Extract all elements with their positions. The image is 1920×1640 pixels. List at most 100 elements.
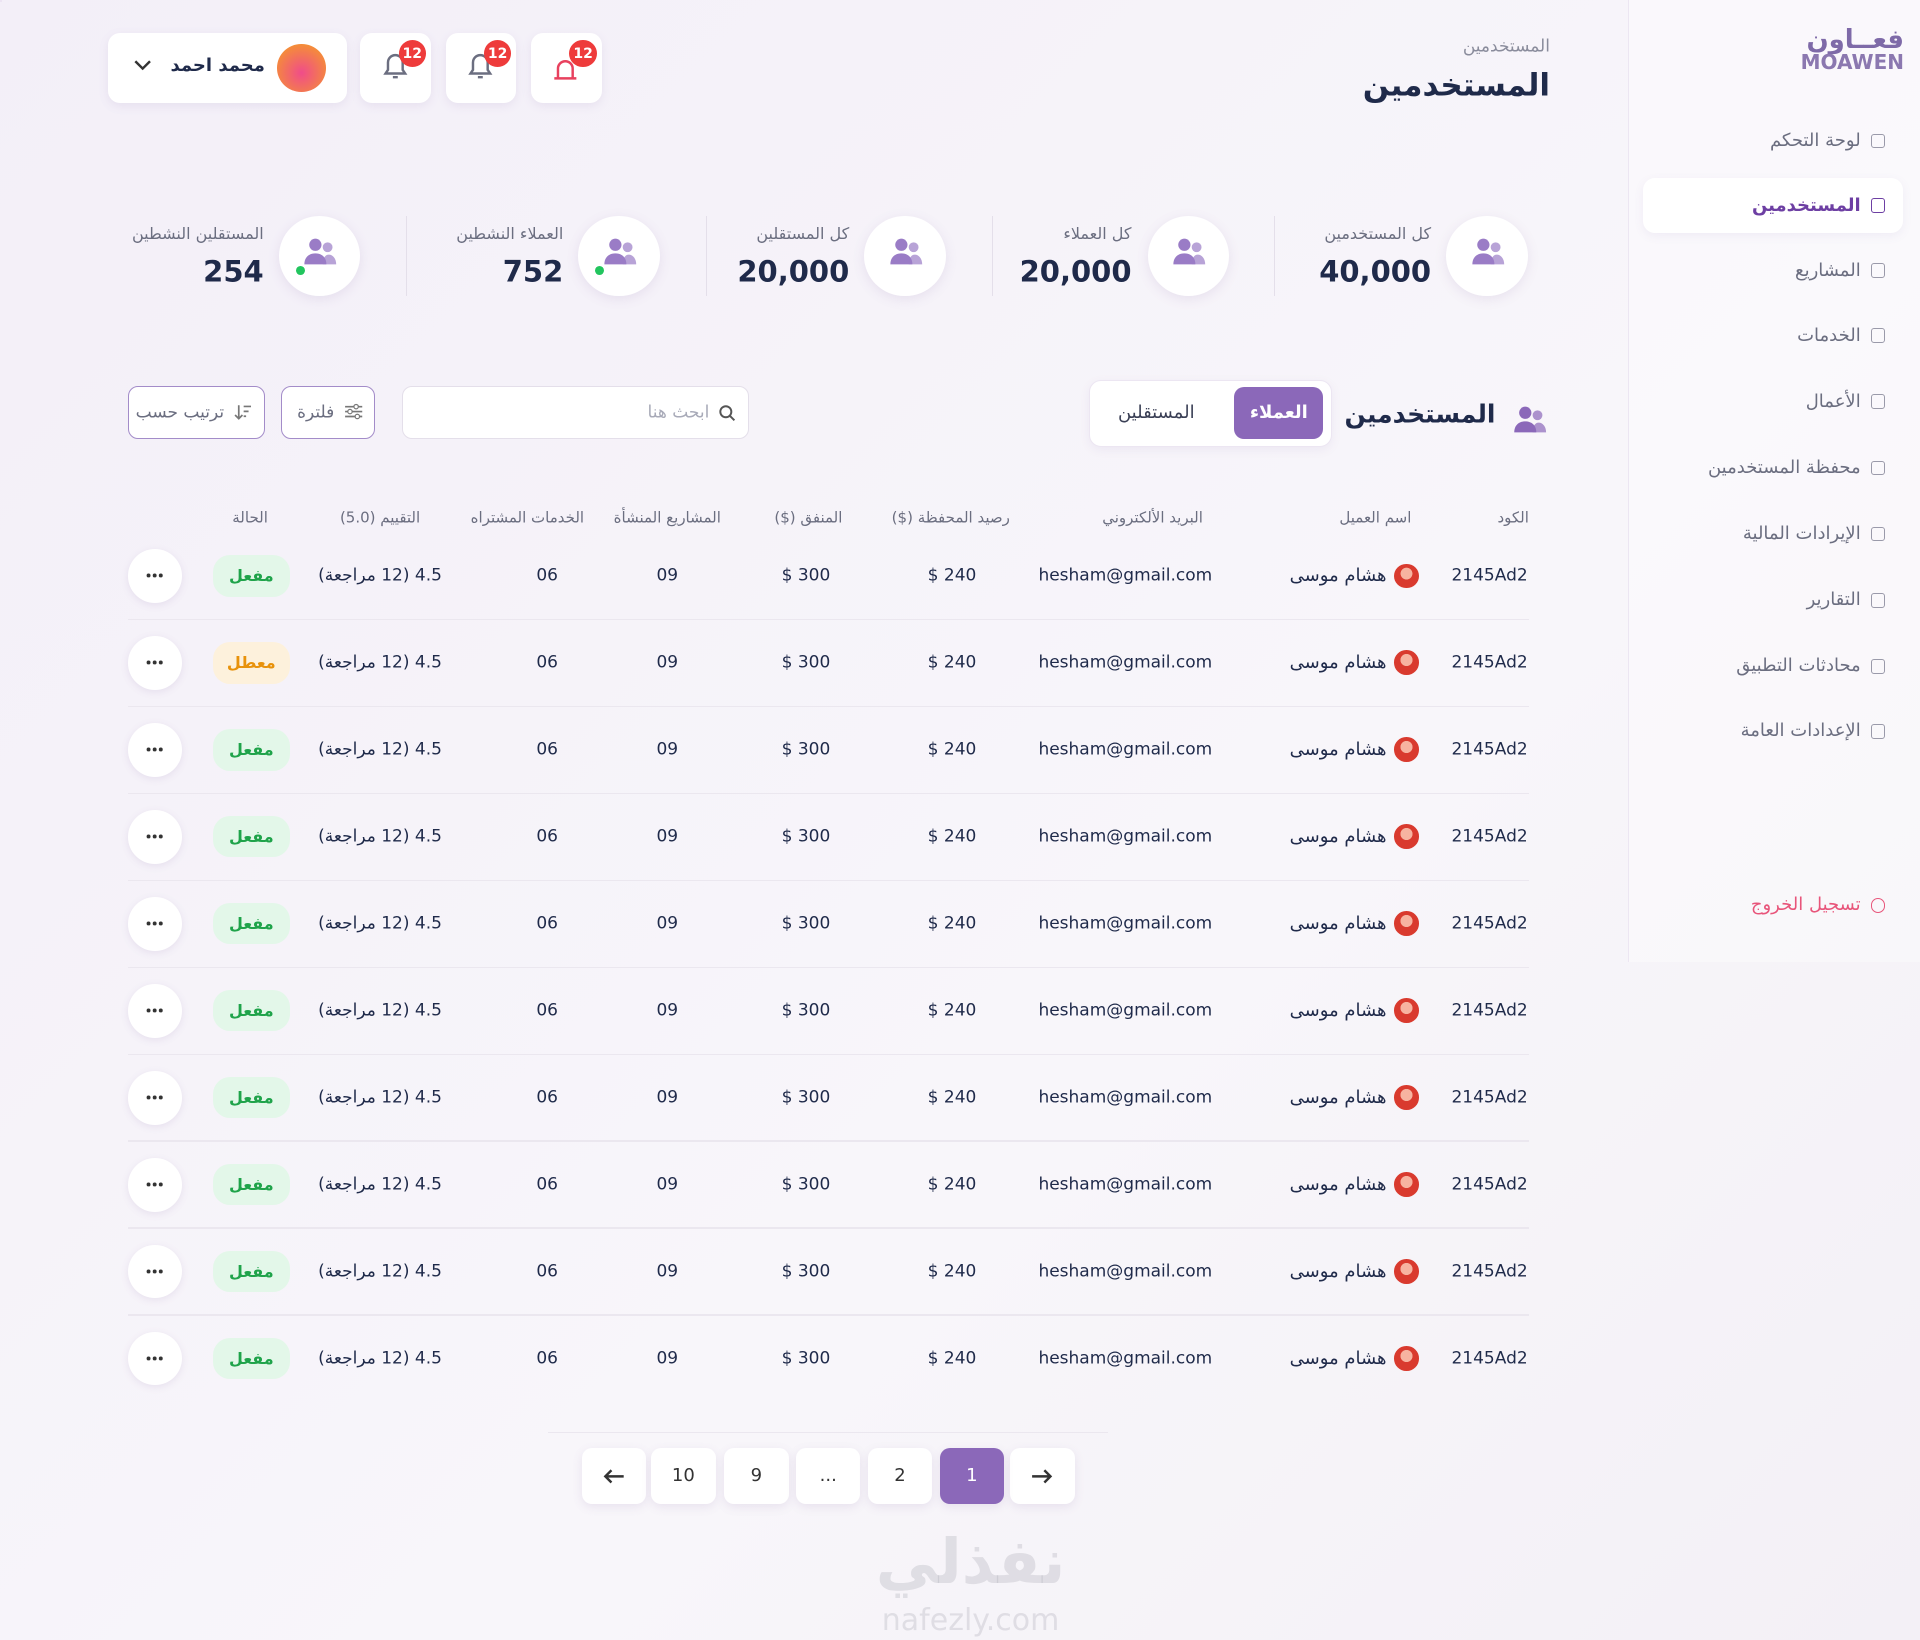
nav-item[interactable]: الإعدادات العامة	[1740, 720, 1861, 742]
cell: 06	[536, 652, 559, 673]
stat-value: 20,000	[1019, 254, 1132, 289]
nav-icon	[1870, 328, 1886, 343]
cell: $ 300	[781, 652, 831, 673]
nav-item[interactable]: لوحة التحكم	[1769, 129, 1861, 151]
cell: $ 300	[781, 826, 831, 847]
logout[interactable]: تسجيل الخروج	[1750, 894, 1861, 916]
page-button[interactable]	[867, 1447, 933, 1505]
row-divider	[127, 1053, 1529, 1055]
dots	[146, 747, 163, 752]
stat-icon	[304, 238, 337, 265]
nav-item[interactable]: الأعمال	[1805, 390, 1861, 412]
page-button[interactable]	[724, 1447, 789, 1505]
nav-item[interactable]: محفظة المستخدمين	[1707, 456, 1861, 478]
tab[interactable]: العملاء	[1249, 401, 1308, 423]
cell: 09	[656, 1261, 679, 1282]
cell: 2145Ad2	[1451, 826, 1528, 847]
nav-icon	[1870, 723, 1886, 739]
stat-icon	[1173, 238, 1206, 265]
cell: hesham@gmail.com	[1038, 1261, 1213, 1282]
nav-item[interactable]: المشاريع	[1794, 259, 1861, 281]
page-number: 10	[671, 1465, 695, 1487]
cell: hesham@gmail.com	[1038, 1087, 1213, 1108]
nav-item[interactable]: المستخدمين	[1751, 194, 1861, 216]
page-button[interactable]	[651, 1447, 716, 1505]
column-header: المنفق ($)	[774, 508, 843, 527]
column-header: الكود	[1497, 508, 1529, 527]
cell: 2145Ad2	[1451, 1000, 1528, 1021]
page-number: 2	[894, 1465, 906, 1487]
nav-icon	[1870, 133, 1886, 149]
cell: 4.5 (12 مراجعة)	[318, 826, 442, 847]
cell: hesham@gmail.com	[1038, 565, 1213, 586]
status-pill	[212, 1250, 290, 1293]
cell: 2145Ad2	[1451, 1348, 1528, 1369]
cell: 2145Ad2	[1451, 739, 1528, 760]
dots	[146, 573, 163, 578]
badge-count: 12	[402, 45, 422, 62]
page-title: المستخدمين	[1362, 67, 1550, 104]
page-button[interactable]	[796, 1447, 861, 1505]
page-button[interactable]	[939, 1447, 1005, 1505]
dots	[146, 834, 163, 839]
cell: 06	[536, 739, 559, 760]
dots	[146, 1182, 163, 1187]
cell: 06	[536, 1261, 559, 1282]
page-number: 9	[750, 1465, 763, 1487]
status-pill	[212, 641, 290, 684]
stat-value: 752	[502, 254, 564, 289]
column-header: التقييم (5.0)	[339, 508, 421, 527]
tab[interactable]: المستقلين	[1117, 401, 1195, 423]
dots	[146, 1095, 163, 1100]
stat-divider	[1273, 215, 1276, 297]
stat-label: كل المستخدمين	[1324, 223, 1432, 243]
online-dot	[294, 264, 306, 276]
cell: 09	[656, 913, 679, 934]
badge-count: 12	[573, 45, 593, 62]
cell: $ 300	[781, 565, 831, 586]
active-nav-bg	[1642, 177, 1903, 233]
nav-item[interactable]: التقارير	[1806, 589, 1861, 611]
badge	[398, 40, 426, 68]
cell: $ 300	[781, 739, 831, 760]
nav-item[interactable]: محادثات التطبيق	[1736, 655, 1861, 677]
cell: 2145Ad2	[1451, 1174, 1528, 1195]
status-pill	[212, 1163, 290, 1206]
cell: 06	[536, 1174, 559, 1195]
column-header: رصيد المحفظة ($)	[891, 508, 1010, 527]
search-box[interactable]	[402, 385, 749, 439]
row-divider	[127, 618, 1529, 620]
status: مفعل	[228, 913, 274, 933]
cell: 4.5 (12 مراجعة)	[318, 913, 442, 934]
filter-icon	[345, 403, 363, 420]
column-header: البريد الألكتروني	[1102, 508, 1203, 527]
badge	[569, 40, 597, 68]
status-pill	[212, 554, 290, 597]
cell: $ 300	[781, 913, 831, 934]
client-name: هشام موسى	[1289, 651, 1387, 673]
cell: hesham@gmail.com	[1038, 1174, 1213, 1195]
online-dot	[594, 264, 606, 276]
table-title-icon	[1514, 406, 1546, 433]
client-avatar	[1393, 824, 1419, 849]
cell: 2145Ad2	[1451, 1261, 1528, 1282]
cell: $ 240	[927, 565, 977, 586]
status: مفعل	[228, 1348, 274, 1368]
client-avatar	[1393, 650, 1419, 675]
table-card	[0, 0, 2, 2]
cell: hesham@gmail.com	[1038, 652, 1213, 673]
cell: $ 300	[781, 1348, 831, 1369]
watermark-latin: nafezly.com	[881, 1602, 1060, 1638]
nav-item[interactable]: الخدمات	[1797, 324, 1861, 346]
cell: $ 300	[781, 1261, 831, 1282]
stat-value: 20,000	[737, 254, 850, 289]
nav-item[interactable]: الإيرادات المالية	[1742, 523, 1861, 545]
cell: 09	[656, 1348, 679, 1369]
status: معطل	[226, 652, 276, 672]
column-header: اسم العميل	[1339, 508, 1412, 527]
cell: 4.5 (12 مراجعة)	[318, 1261, 442, 1282]
sort-button[interactable]	[127, 385, 265, 439]
status: مفعل	[228, 1261, 274, 1281]
